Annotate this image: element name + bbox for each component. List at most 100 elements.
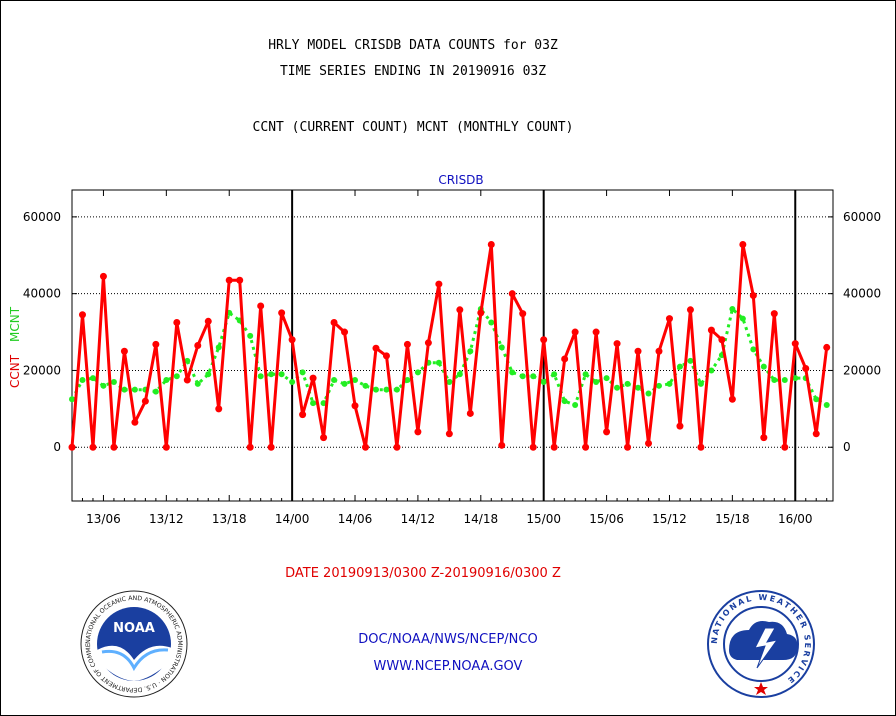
ccnt-point: [351, 402, 359, 410]
mcnt-point: [194, 380, 201, 387]
mcnt-point: [184, 357, 191, 364]
mcnt-point: [289, 378, 296, 385]
ccnt-point: [403, 340, 411, 348]
mcnt-point: [582, 371, 589, 378]
ccnt-point: [320, 434, 328, 442]
ccnt-point: [603, 428, 611, 436]
ccnt-point: [561, 355, 569, 363]
mcnt-point: [771, 377, 778, 384]
mcnt-point: [69, 396, 75, 403]
y-tick-label-left: 20000: [23, 363, 61, 377]
ccnt-point: [749, 292, 757, 300]
ccnt-point: [592, 328, 600, 336]
ccnt-point: [99, 272, 107, 280]
mcnt-point: [247, 332, 254, 339]
ccnt-point: [162, 443, 170, 451]
ccnt-point: [225, 276, 233, 284]
ccnt-point: [120, 347, 128, 355]
ccnt-point: [372, 344, 380, 352]
ccnt-point: [707, 326, 715, 334]
mcnt-point: [561, 398, 568, 405]
ccnt-point: [613, 340, 621, 348]
mcnt-point: [121, 386, 128, 393]
ccnt-point: [152, 340, 160, 348]
mcnt-point: [823, 402, 830, 409]
ccnt-point: [718, 336, 726, 344]
ccnt-point: [393, 443, 401, 451]
ccnt-point: [445, 430, 453, 438]
ccnt-point: [508, 290, 516, 298]
chart-subtitle: TIME SERIES ENDING IN 20190916 03Z: [279, 64, 547, 79]
ccnt-point: [550, 443, 558, 451]
ccnt-point: [498, 441, 506, 449]
org-link[interactable]: DOC/NOAA/NWS/NCEP/NCO: [358, 632, 538, 647]
mcnt-point: [729, 306, 736, 313]
mcnt-series: [69, 306, 830, 409]
mcnt-point: [393, 386, 400, 393]
ccnt-point: [791, 340, 799, 348]
ccnt-point: [424, 339, 432, 347]
ccnt-point: [110, 443, 118, 451]
mcnt-point: [739, 315, 746, 322]
ccnt-point: [655, 347, 663, 355]
mcnt-point: [131, 386, 138, 393]
ccnt-point: [341, 328, 349, 336]
ccnt-point: [267, 443, 275, 451]
ccnt-point: [634, 347, 642, 355]
y-tick-label-right: 20000: [843, 363, 881, 377]
ccnt-point: [529, 443, 537, 451]
ccnt-point: [781, 443, 789, 451]
ccnt-point: [665, 315, 673, 323]
chart-title: HRLY MODEL CRISDB DATA COUNTS for 03Z: [268, 38, 558, 53]
mcnt-point: [152, 388, 159, 395]
ccnt-point: [173, 318, 181, 326]
x-tick-label: 14/18: [464, 512, 499, 526]
ccnt-point: [278, 309, 286, 317]
mcnt-point: [320, 400, 327, 407]
y-tick-label-left: 40000: [23, 287, 61, 301]
mcnt-point: [163, 377, 170, 384]
x-tick-label: 13/18: [212, 512, 247, 526]
x-tick-label: 14/00: [275, 512, 310, 526]
mcnt-point: [624, 380, 631, 387]
mcnt-point: [205, 371, 212, 378]
axis-layer: [71, 189, 834, 502]
ccnt-point: [728, 395, 736, 403]
ccnt-point: [686, 306, 694, 314]
mcnt-point: [299, 369, 306, 376]
x-tick-label: 15/06: [589, 512, 624, 526]
ccnt-point: [823, 343, 831, 351]
y-axis-label-ccnt: CCNT: [8, 354, 22, 388]
ccnt-series: [68, 241, 831, 451]
ccnt-point: [141, 397, 149, 405]
mcnt-point: [446, 378, 453, 385]
mcnt-point: [813, 396, 820, 403]
mcnt-point: [79, 377, 86, 384]
ccnt-point: [571, 328, 579, 336]
plot-frame: [71, 189, 834, 502]
x-tick-label: 16/00: [778, 512, 813, 526]
ccnt-point: [435, 280, 443, 288]
ccnt-point: [89, 443, 97, 451]
grid-layer: [72, 216, 833, 448]
ccnt-point: [236, 276, 244, 284]
mcnt-point: [341, 380, 348, 387]
mcnt-point: [572, 402, 579, 409]
mcnt-point: [372, 386, 379, 393]
ccnt-point: [309, 374, 317, 382]
y-tick-label-right: 60000: [843, 210, 881, 224]
y-tick-label-left: 0: [53, 440, 61, 454]
ccnt-point: [760, 434, 768, 442]
ccnt-point: [330, 318, 338, 326]
x-tick-label: 13/06: [86, 512, 121, 526]
mcnt-point: [362, 382, 369, 389]
mcnt-point: [645, 390, 652, 397]
ccnt-point: [194, 342, 202, 349]
panel-label: CRISDB: [438, 173, 483, 187]
mcnt-point: [331, 377, 338, 384]
mcnt-point: [310, 400, 317, 407]
ccnt-point: [645, 439, 653, 447]
mcnt-point: [488, 319, 495, 326]
url-link[interactable]: WWW.NCEP.NOAA.GOV: [373, 659, 523, 674]
series-description: CCNT (CURRENT COUNT) MCNT (MONTHLY COUNT…: [252, 120, 574, 135]
